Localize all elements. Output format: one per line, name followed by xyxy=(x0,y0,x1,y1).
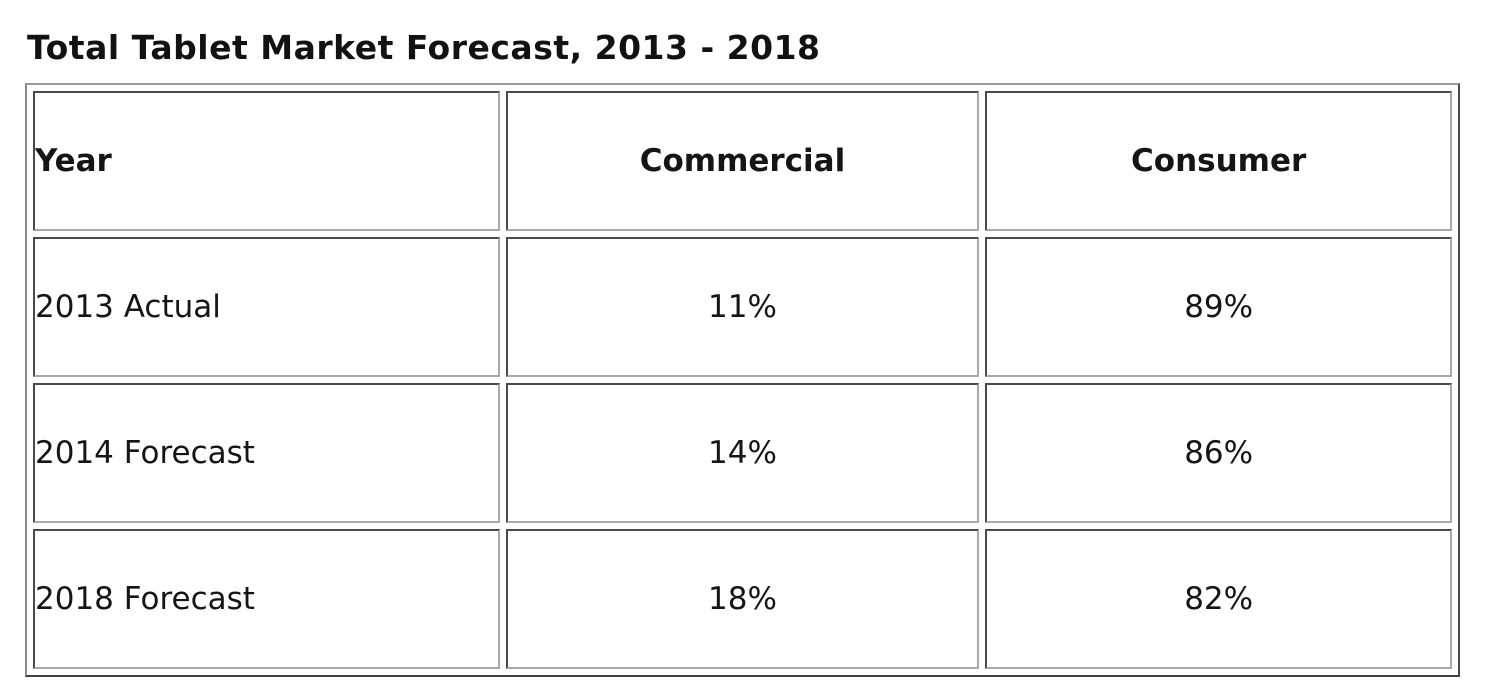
cell-commercial-2018: 18% xyxy=(505,529,980,669)
column-header-year: Year xyxy=(33,91,500,231)
column-header-consumer: Consumer xyxy=(985,91,1452,231)
table-row: 2013 Actual 11% 89% xyxy=(33,237,1452,377)
cell-consumer-2018: 82% xyxy=(985,529,1452,669)
cell-consumer-2014: 86% xyxy=(985,383,1452,523)
table-row: 2018 Forecast 18% 82% xyxy=(33,529,1452,669)
column-header-commercial: Commercial xyxy=(505,91,980,231)
cell-commercial-2013: 11% xyxy=(505,237,980,377)
header-row: Year Commercial Consumer xyxy=(33,91,1452,231)
table-header: Year Commercial Consumer xyxy=(33,91,1452,231)
table-body: 2013 Actual 11% 89% 2014 Forecast 14% 86… xyxy=(33,237,1452,669)
forecast-table: Year Commercial Consumer 2013 Actual 11%… xyxy=(25,83,1460,677)
page-title: Total Tablet Market Forecast, 2013 - 201… xyxy=(27,28,821,67)
cell-year-2013-actual: 2013 Actual xyxy=(33,237,500,377)
cell-year-2018-forecast: 2018 Forecast xyxy=(33,529,500,669)
cell-consumer-2013: 89% xyxy=(985,237,1452,377)
cell-commercial-2014: 14% xyxy=(505,383,980,523)
table-row: 2014 Forecast 14% 86% xyxy=(33,383,1452,523)
cell-year-2014-forecast: 2014 Forecast xyxy=(33,383,500,523)
